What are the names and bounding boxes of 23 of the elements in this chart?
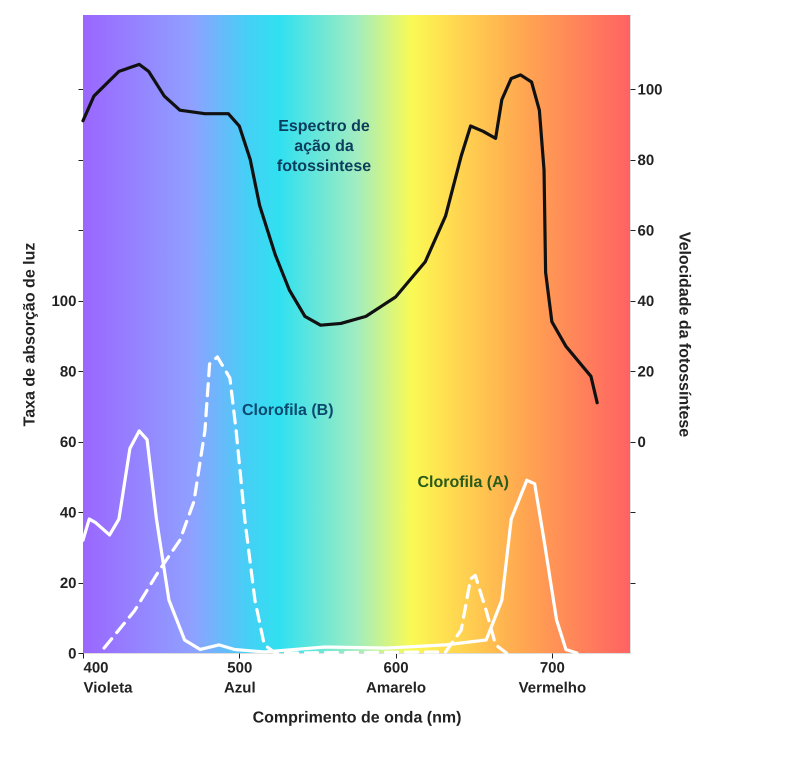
- y2-tick-label: 20: [638, 364, 654, 381]
- x-axis-title: Comprimento de onda (nm): [252, 710, 462, 726]
- series-label: Espectro de ação da fotossintese: [276, 118, 372, 175]
- series-label: Clorofila (B): [242, 402, 334, 419]
- x-tick-label: 400 Violeta: [84, 660, 134, 696]
- y2-tick-label: 80: [638, 152, 654, 170]
- x-tick-label: 600 Amarelo: [366, 660, 426, 696]
- y2-tick-label: 100: [638, 82, 663, 99]
- y-axis-title: Taxa de absorção de luz: [21, 242, 38, 426]
- y2-tick-label: 0: [638, 434, 646, 452]
- y-tick-label: 100: [51, 293, 76, 310]
- y-tick-label: 20: [60, 575, 76, 592]
- y2-tick-label: 60: [638, 222, 654, 240]
- y2-axis-title: Velocidade da fotossíntese: [676, 232, 693, 438]
- line-series: [81, 62, 599, 404]
- x-tick-label: 700 Vermelho: [518, 660, 586, 696]
- y-tick-label: 60: [60, 434, 76, 452]
- y-tick-label: 0: [68, 646, 76, 662]
- y-tick-label: 80: [60, 364, 76, 381]
- y-tick-label: 40: [60, 504, 76, 522]
- series-label: Clorofila (A): [417, 474, 509, 491]
- x-tick-label: 500 Azul: [224, 660, 256, 696]
- y2-tick-label: 40: [638, 293, 654, 310]
